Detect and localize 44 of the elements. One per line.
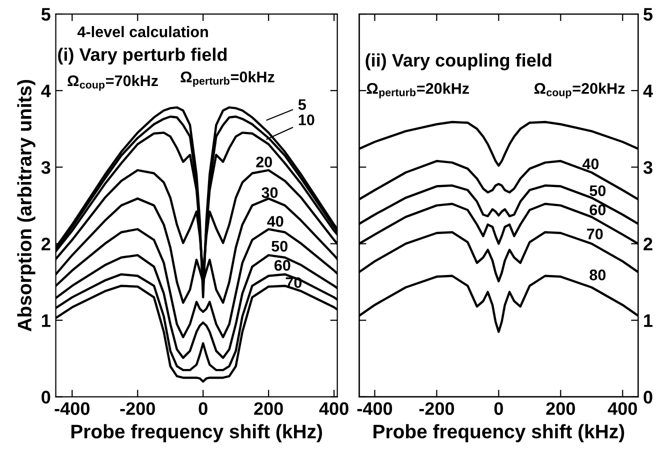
- annotation: Ω$_{coup}$=70kHz: [68, 74, 158, 91]
- x-tick-label: -200: [419, 402, 454, 415]
- x-tick-label: 0: [494, 402, 503, 415]
- series-label: 40: [267, 216, 284, 227]
- y2-tick-label: 1: [644, 314, 653, 327]
- annotation: 4-level calculation: [77, 26, 208, 38]
- legend-label: 5: [298, 99, 306, 110]
- series-label: 60: [274, 260, 290, 271]
- y2-tick-label: 3: [643, 161, 652, 174]
- y-axis-title: Absorption (arbitrary units): [17, 80, 36, 332]
- annotation: (ii) Vary coupling field: [366, 53, 552, 70]
- y2-tick-label: 0: [644, 390, 652, 404]
- y-tick-label: 1: [42, 314, 50, 327]
- annotation: Ω$_{perturb}$=20kHz: [366, 82, 469, 98]
- x-axis-title: Probe frequency shift (kHz): [71, 424, 322, 442]
- series-label: 20: [256, 156, 272, 168]
- x-tick-label: 400: [319, 402, 348, 415]
- text: 10: [298, 114, 314, 126]
- series-label: Ω$_{perturb}$=0kHz: [180, 71, 274, 87]
- x-tick-label: 200: [254, 402, 283, 415]
- x-tick-label: 400: [608, 402, 637, 415]
- y-tick-label: 3: [41, 161, 50, 174]
- series-label: 30: [262, 187, 278, 198]
- series-label: 50: [272, 240, 288, 252]
- series-label: 60: [590, 204, 606, 216]
- x-tick-label: -200: [120, 402, 155, 415]
- series-label: Ω$_{coup}$=20kHz: [534, 82, 625, 98]
- series-label: 40: [582, 158, 599, 170]
- y-tick-label: 4: [41, 84, 51, 98]
- y2-tick-label: 5: [644, 8, 653, 21]
- x-tick-label: 0: [198, 402, 208, 415]
- y-tick-label: 0: [42, 390, 50, 404]
- series-label: 80: [590, 270, 606, 280]
- x-tick-label: -400: [54, 402, 90, 415]
- x-axis-title: Probe frequency shift (kHz): [374, 424, 624, 442]
- y-tick-label: 2: [42, 238, 50, 250]
- y2-tick-label: 2: [644, 238, 652, 250]
- annotation: (i) Vary perturb field: [58, 48, 227, 65]
- y-tick-label: 5: [41, 8, 50, 21]
- x-tick-label: 200: [546, 402, 575, 415]
- series-label: 70: [587, 228, 603, 240]
- y2-tick-label: 4: [643, 84, 653, 98]
- x-tick-label: -400: [357, 402, 392, 415]
- series-label: 50: [590, 185, 606, 196]
